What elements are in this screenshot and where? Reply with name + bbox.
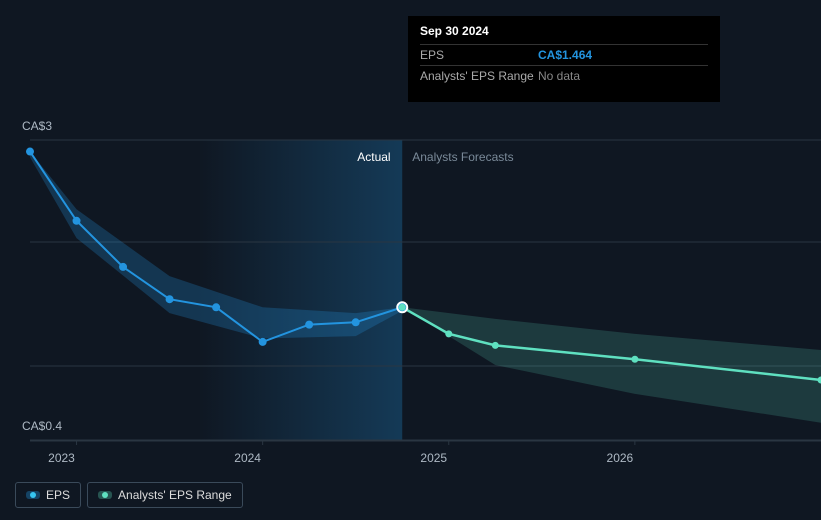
tooltip-date: Sep 30 2024 bbox=[420, 24, 708, 38]
legend-swatch bbox=[98, 491, 112, 499]
y-axis-label: CA$0.4 bbox=[22, 419, 62, 433]
x-axis-label: 2025 bbox=[420, 451, 447, 465]
tooltip-row-value: No data bbox=[538, 69, 580, 83]
tooltip-row-value: CA$1.464 bbox=[538, 48, 592, 62]
tooltip-row-label: EPS bbox=[420, 48, 538, 62]
y-axis-label: CA$3 bbox=[22, 119, 52, 133]
legend-label: Analysts' EPS Range bbox=[118, 488, 232, 502]
x-axis-label: 2026 bbox=[607, 451, 634, 465]
x-axis-label: 2023 bbox=[48, 451, 75, 465]
x-axis-label: 2024 bbox=[234, 451, 261, 465]
legend-item[interactable]: EPS bbox=[15, 482, 81, 508]
tooltip-row-label: Analysts' EPS Range bbox=[420, 69, 538, 83]
actual-region-label: Actual bbox=[357, 150, 390, 164]
legend-item[interactable]: Analysts' EPS Range bbox=[87, 482, 243, 508]
chart-legend: EPS Analysts' EPS Range bbox=[15, 482, 243, 508]
legend-label: EPS bbox=[46, 488, 70, 502]
legend-swatch bbox=[26, 491, 40, 499]
chart-tooltip: Sep 30 2024 EPSCA$1.464Analysts' EPS Ran… bbox=[408, 16, 720, 102]
forecast-region-label: Analysts Forecasts bbox=[412, 150, 513, 164]
tooltip-row: EPSCA$1.464 bbox=[420, 44, 708, 65]
tooltip-row: Analysts' EPS RangeNo data bbox=[420, 65, 708, 86]
